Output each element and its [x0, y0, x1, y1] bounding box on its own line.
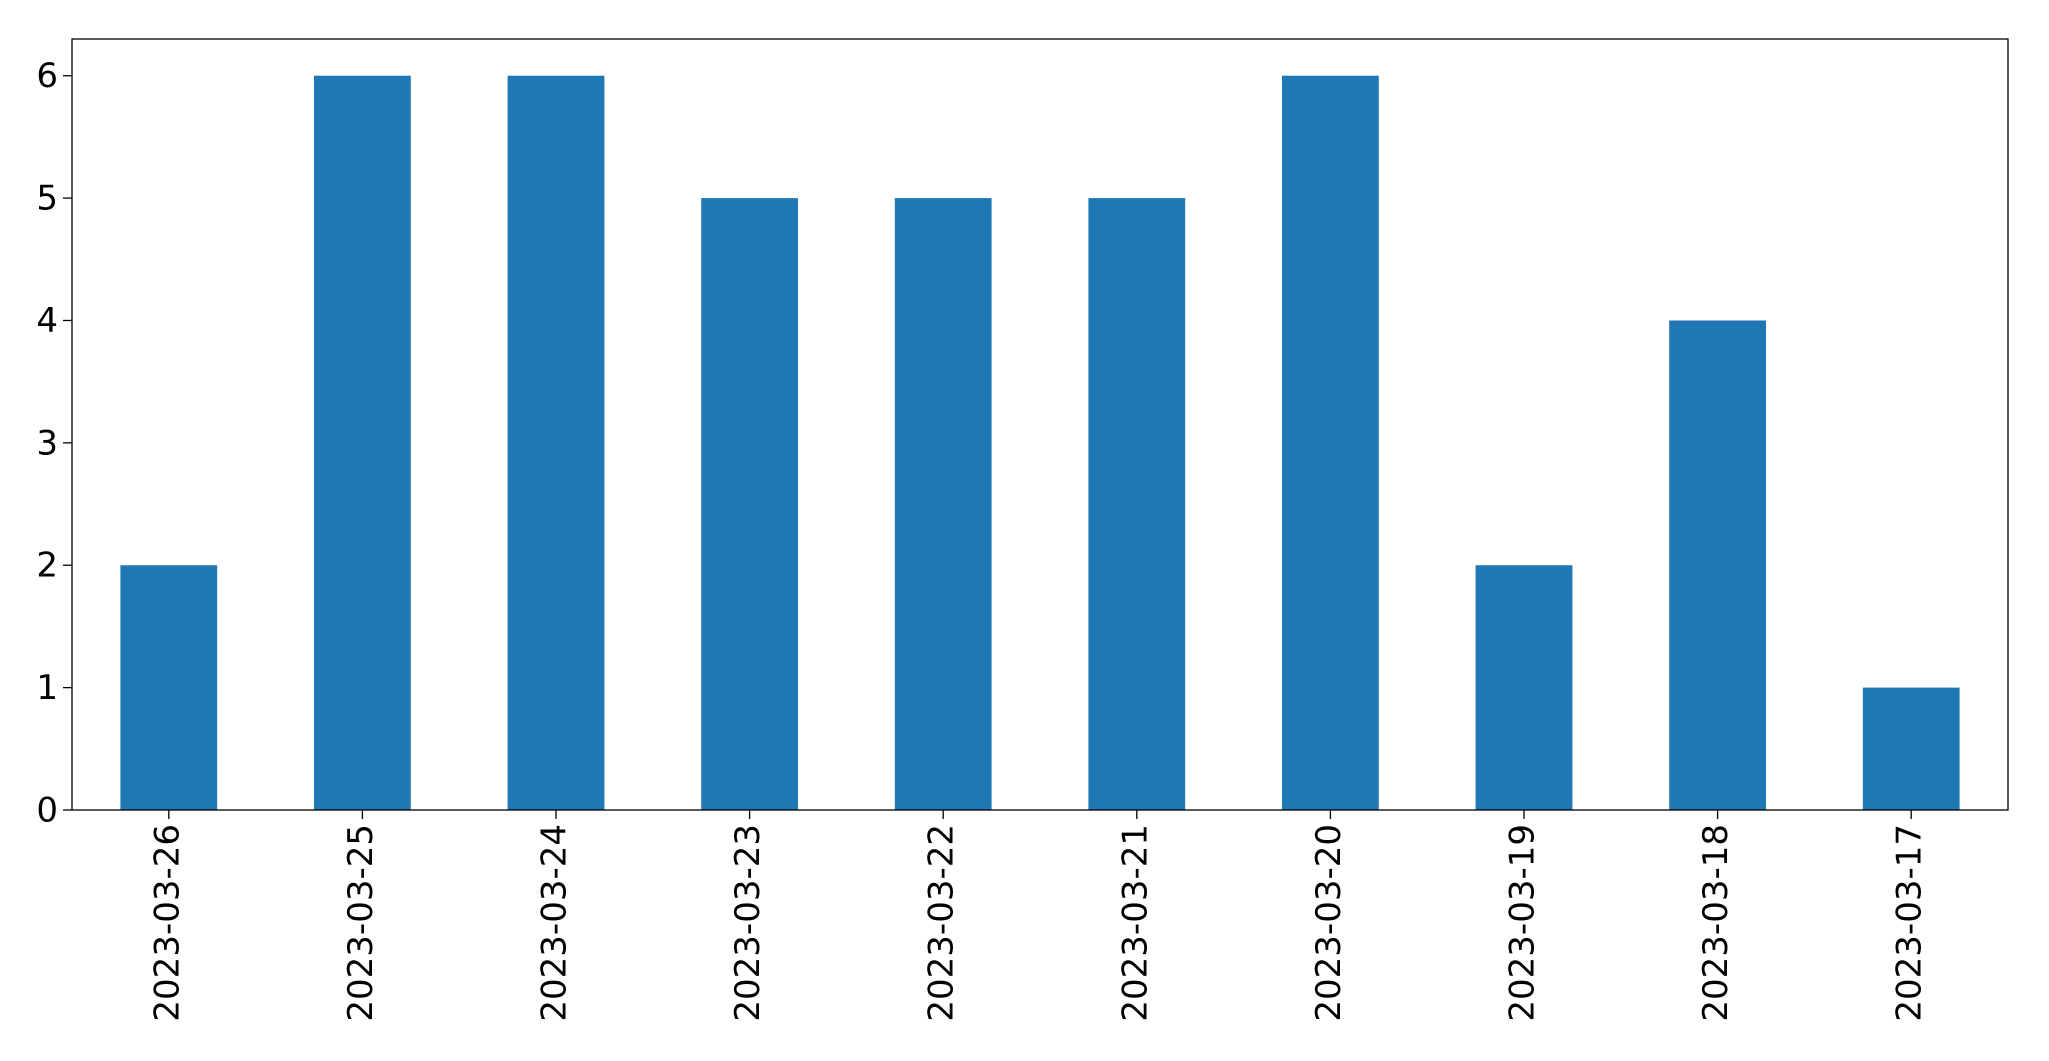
bar	[1088, 198, 1186, 811]
x-tick-label: 2023-03-17	[1890, 824, 1930, 1022]
y-tick-label: 4	[36, 301, 58, 341]
y-tick-label: 0	[36, 791, 58, 831]
y-tick-label: 3	[36, 423, 58, 463]
x-tick-label: 2023-03-26	[147, 824, 187, 1022]
bar	[120, 565, 218, 810]
x-tick-label: 2023-03-18	[1696, 824, 1736, 1022]
x-tick-label: 2023-03-21	[1115, 824, 1155, 1022]
x-tick-label: 2023-03-22	[922, 824, 962, 1022]
x-tick-label: 2023-03-20	[1309, 824, 1349, 1022]
x-tick-label: 2023-03-23	[728, 824, 768, 1022]
x-tick-label: 2023-03-19	[1503, 824, 1543, 1022]
x-tick-label: 2023-03-24	[535, 824, 575, 1022]
y-tick-label: 1	[36, 668, 58, 708]
x-tick-label: 2023-03-25	[341, 824, 381, 1022]
bar	[1282, 75, 1379, 810]
plot-frame	[71, 38, 2009, 811]
bar	[894, 198, 992, 811]
bar	[1862, 687, 1960, 810]
bar	[1475, 565, 1573, 810]
y-tick-label: 6	[36, 56, 58, 96]
bar	[1669, 320, 1766, 810]
y-tick-label: 2	[36, 546, 58, 586]
bar	[507, 75, 605, 810]
y-tick-label: 5	[36, 179, 58, 219]
bar	[701, 198, 798, 811]
bar	[314, 75, 411, 810]
